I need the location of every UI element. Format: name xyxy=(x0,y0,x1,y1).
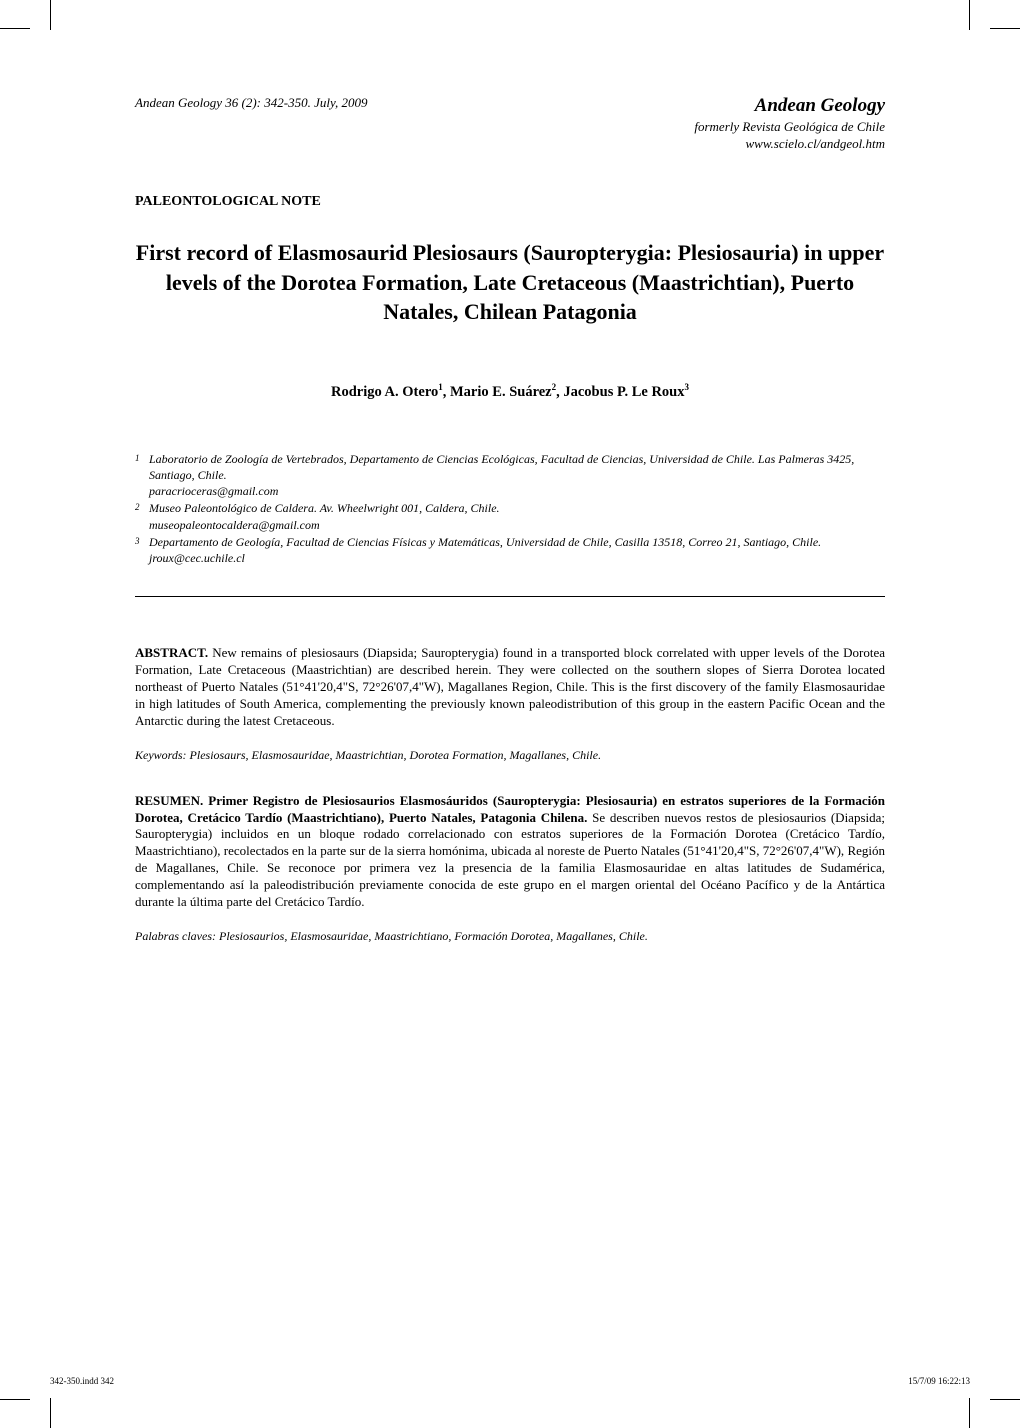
affiliation-num: 1 xyxy=(135,451,149,500)
author-name: Mario E. Suárez xyxy=(450,384,552,400)
affiliation: 3 Departamento de Geología, Facultad de … xyxy=(135,534,885,566)
journal-formerly: formerly Revista Geológica de Chile xyxy=(694,119,885,135)
journal-url: www.scielo.cl/andgeol.htm xyxy=(694,136,885,152)
affiliation-text: Departamento de Geología, Facultad de Ci… xyxy=(149,534,885,566)
crop-mark xyxy=(50,1398,51,1428)
authors: Rodrigo A. Otero1, Mario E. Suárez2, Jac… xyxy=(135,382,885,401)
affiliation: 1 Laboratorio de Zoología de Vertebrados… xyxy=(135,451,885,500)
crop-mark xyxy=(969,1398,970,1428)
journal-block: Andean Geology formerly Revista Geológic… xyxy=(694,95,885,152)
affiliation-text: Laboratorio de Zoología de Vertebrados, … xyxy=(149,451,885,500)
affiliation-body: Departamento de Geología, Facultad de Ci… xyxy=(149,535,821,549)
page-content: Andean Geology 36 (2): 342-350. July, 20… xyxy=(0,0,1020,1004)
abstract-text: New remains of plesiosaurs (Diapsida; Sa… xyxy=(135,645,885,728)
crop-mark xyxy=(990,1399,1020,1400)
article-title: First record of Elasmosaurid Plesiosaurs… xyxy=(135,238,885,327)
keywords: Keywords: Plesiosaurs, Elasmosauridae, M… xyxy=(135,748,885,763)
crop-mark xyxy=(990,28,1020,29)
footer-left: 342-350.indd 342 xyxy=(50,1376,114,1386)
affiliation-num: 2 xyxy=(135,500,149,532)
divider xyxy=(135,596,885,597)
citation: Andean Geology 36 (2): 342-350. July, 20… xyxy=(135,95,368,111)
crop-mark xyxy=(0,28,30,29)
abstract: ABSTRACT. New remains of plesiosaurs (Di… xyxy=(135,645,885,729)
palabras-claves: Palabras claves: Plesiosaurios, Elasmosa… xyxy=(135,929,885,944)
author-sup: 3 xyxy=(685,382,690,392)
affiliation-num: 3 xyxy=(135,534,149,566)
header-row: Andean Geology 36 (2): 342-350. July, 20… xyxy=(135,95,885,152)
affiliations: 1 Laboratorio de Zoología de Vertebrados… xyxy=(135,451,885,566)
resumen-label: RESUMEN. xyxy=(135,793,208,808)
abstract-label: ABSTRACT. xyxy=(135,645,208,660)
footer-right: 15/7/09 16:22:13 xyxy=(908,1376,970,1386)
resumen: RESUMEN. Primer Registro de Plesiosaurio… xyxy=(135,793,885,911)
separator: , xyxy=(443,384,450,400)
affiliation-body: Laboratorio de Zoología de Vertebrados, … xyxy=(149,452,854,482)
affiliation-text: Museo Paleontológico de Caldera. Av. Whe… xyxy=(149,500,885,532)
author-name: Jacobus P. Le Roux xyxy=(563,384,684,400)
crop-mark xyxy=(0,1399,30,1400)
note-label: PALEONTOLOGICAL NOTE xyxy=(135,194,885,210)
affiliation-email: paracrioceras@gmail.com xyxy=(149,484,278,498)
journal-name: Andean Geology xyxy=(694,95,885,117)
footer: 342-350.indd 342 15/7/09 16:22:13 xyxy=(50,1376,970,1386)
affiliation-email: museopaleontocaldera@gmail.com xyxy=(149,518,320,532)
crop-mark xyxy=(50,0,51,30)
crop-mark xyxy=(969,0,970,30)
affiliation: 2 Museo Paleontológico de Caldera. Av. W… xyxy=(135,500,885,532)
author-name: Rodrigo A. Otero xyxy=(331,384,438,400)
affiliation-body: Museo Paleontológico de Caldera. Av. Whe… xyxy=(149,501,500,515)
affiliation-email: jroux@cec.uchile.cl xyxy=(149,551,245,565)
